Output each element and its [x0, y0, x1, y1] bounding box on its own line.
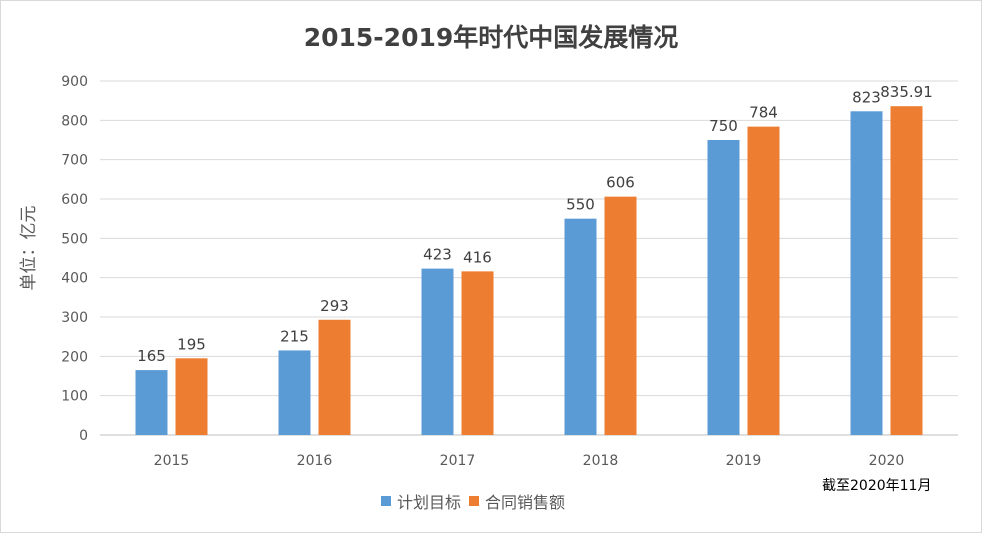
legend-item-plan: 计划目标	[381, 489, 461, 513]
data-label-plan: 823	[852, 88, 881, 106]
data-label-sales: 835.91	[880, 83, 933, 101]
legend-item-sales: 合同销售额	[469, 489, 565, 513]
chart-annotation: 截至2020年11月	[822, 478, 932, 494]
bar-plan	[421, 268, 454, 435]
data-label-sales: 195	[177, 335, 206, 353]
y-tick-label: 100	[61, 389, 88, 405]
y-tick-label: 800	[61, 113, 88, 129]
data-label-sales: 606	[606, 174, 635, 192]
bar-sales	[890, 106, 923, 435]
legend-label-plan: 计划目标	[397, 493, 462, 512]
y-tick-label: 600	[61, 192, 88, 208]
data-label-sales: 416	[463, 248, 492, 266]
chart-legend: 计划目标 合同销售额	[381, 489, 573, 513]
x-tick-label: 2015	[154, 453, 190, 469]
data-label-sales: 784	[749, 104, 778, 122]
bar-plan	[564, 218, 597, 435]
data-label-plan: 215	[280, 327, 309, 345]
data-label-plan: 423	[423, 246, 452, 264]
bar-sales	[175, 358, 208, 435]
y-tick-label: 400	[61, 271, 88, 287]
x-tick-label: 2019	[726, 453, 762, 469]
bar-sales	[747, 126, 780, 436]
bar-sales	[604, 196, 637, 435]
y-tick-label: 500	[61, 231, 88, 247]
y-tick-label: 200	[61, 349, 88, 365]
y-tick-label: 0	[79, 428, 88, 444]
y-tick-label: 700	[61, 153, 88, 169]
bar-plan	[278, 350, 311, 435]
bar-plan	[850, 111, 883, 435]
data-label-sales: 293	[320, 297, 349, 315]
data-label-plan: 165	[137, 347, 166, 365]
bar-plan	[135, 370, 168, 435]
x-tick-label: 2020	[869, 453, 905, 469]
bar-sales	[318, 319, 351, 435]
data-label-plan: 750	[709, 117, 738, 135]
bar-plan	[707, 140, 740, 435]
x-tick-label: 2017	[440, 453, 476, 469]
x-tick-label: 2016	[297, 453, 333, 469]
y-tick-label: 900	[61, 74, 88, 90]
legend-swatch-plan	[381, 496, 391, 506]
legend-label-sales: 合同销售额	[485, 493, 566, 512]
chart-title: 2015-2019年时代中国发展情况	[303, 23, 679, 52]
data-label-plan: 550	[566, 196, 595, 214]
y-tick-label: 300	[61, 310, 88, 326]
bar-sales	[461, 271, 494, 435]
x-tick-label: 2018	[583, 453, 619, 469]
legend-swatch-sales	[469, 496, 480, 506]
